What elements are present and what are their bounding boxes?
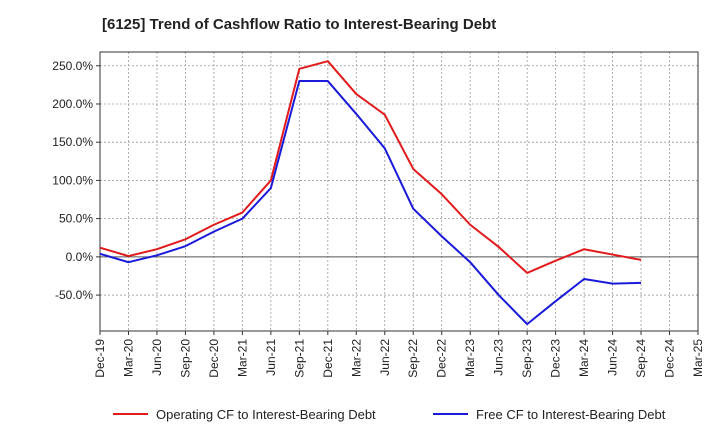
- x-tick-label: Mar-23: [463, 339, 477, 377]
- x-tick-label: Dec-23: [549, 339, 563, 378]
- x-tick-label: Dec-20: [207, 339, 221, 378]
- x-tick-label: Dec-24: [663, 339, 677, 378]
- x-tick-label: Dec-22: [435, 339, 449, 378]
- y-tick-label: 150.0%: [52, 135, 93, 149]
- series-layer: [99, 60, 642, 326]
- x-tick-label: Jun-21: [264, 339, 278, 376]
- series-line-1: [99, 60, 642, 274]
- plot-area: [99, 51, 699, 332]
- y-tick-label: 200.0%: [52, 97, 93, 111]
- x-tick-label: Jun-23: [492, 339, 506, 376]
- x-tick-label: Mar-20: [121, 339, 135, 377]
- x-tick-label: Mar-22: [349, 339, 363, 377]
- x-tick-label: Jun-24: [606, 339, 620, 376]
- x-tick-label: Sep-22: [406, 339, 420, 378]
- x-tick-label: Dec-21: [321, 339, 335, 378]
- x-tick-label: Jun-22: [378, 339, 392, 376]
- y-tick-label: 250.0%: [52, 59, 93, 73]
- y-axis: -50.0% 0.0% 50.0% 100.0% 150.0% 200.0% 250.0%: [52, 59, 100, 302]
- legend-label-2: Free CF to Interest-Bearing Debt: [476, 407, 666, 422]
- y-tick-label: 0.0%: [66, 250, 94, 264]
- y-tick-label: 50.0%: [59, 212, 93, 226]
- x-tick-label: Sep-20: [178, 339, 192, 378]
- x-tick-label: Mar-25: [691, 339, 705, 377]
- x-tick-label: Jun-20: [150, 339, 164, 376]
- y-tick-label: -50.0%: [55, 288, 93, 302]
- x-tick-label: Mar-21: [235, 339, 249, 377]
- series-line-2: [99, 80, 642, 326]
- x-tick-label: Sep-23: [520, 339, 534, 378]
- x-tick-label: Mar-24: [577, 339, 591, 377]
- chart-title: [6125] Trend of Cashflow Ratio to Intere…: [102, 16, 497, 33]
- legend: Operating CF to Interest-Bearing Debt Fre…: [113, 407, 666, 422]
- y-tick-label: 100.0%: [52, 173, 93, 187]
- x-tick-label: Sep-24: [634, 339, 648, 378]
- x-tick-label: Dec-19: [93, 339, 107, 378]
- legend-label-1: Operating CF to Interest-Bearing Debt: [156, 407, 376, 422]
- x-tick-label: Sep-21: [292, 339, 306, 378]
- grid-lines: [100, 52, 698, 331]
- x-axis: Dec-19 Mar-20 Jun-20 Sep-20 Dec-20 Mar-21 Jun-…: [93, 331, 705, 378]
